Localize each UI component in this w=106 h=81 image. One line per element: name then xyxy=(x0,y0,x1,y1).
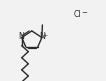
Text: N: N xyxy=(18,32,24,41)
Text: −: − xyxy=(81,10,87,16)
Text: N: N xyxy=(39,32,45,41)
Text: +: + xyxy=(43,33,48,38)
Text: Cl: Cl xyxy=(74,10,81,19)
